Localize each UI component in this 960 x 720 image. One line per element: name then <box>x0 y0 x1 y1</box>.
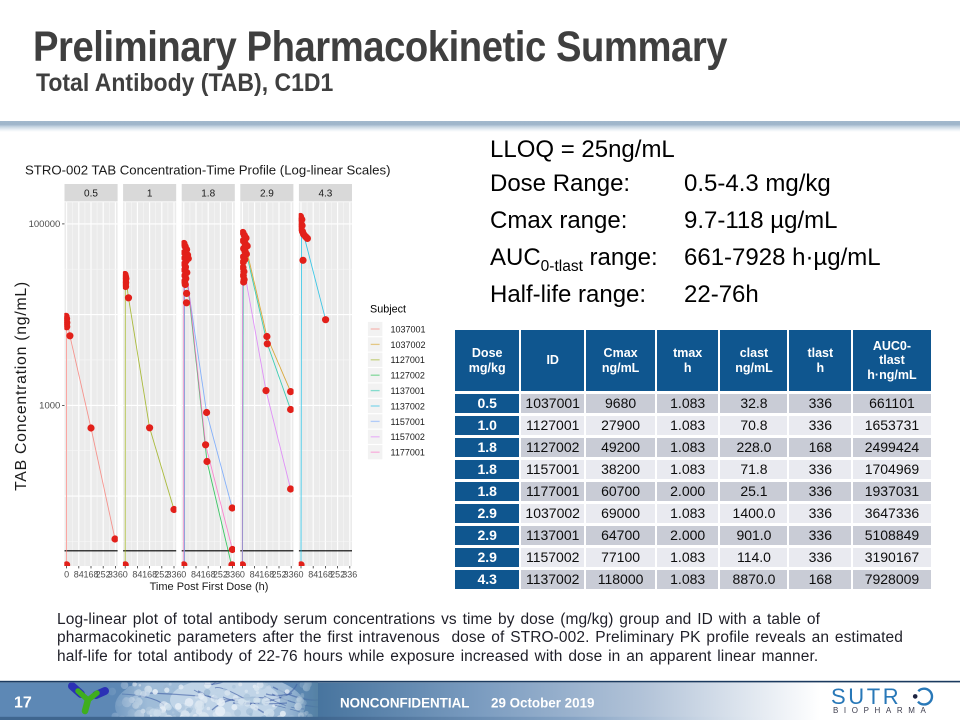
svg-text:252: 252 <box>330 569 345 579</box>
svg-text:17: 17 <box>14 695 32 712</box>
svg-text:252: 252 <box>213 569 228 579</box>
svg-text:100000: 100000 <box>29 219 61 230</box>
svg-text:NONCONFIDENTIAL: NONCONFIDENTIAL <box>340 696 469 711</box>
svg-text:252: 252 <box>154 569 169 579</box>
svg-text:84: 84 <box>74 569 84 579</box>
svg-text:168: 168 <box>318 569 333 579</box>
svg-text:0: 0 <box>240 569 245 579</box>
svg-text:336: 336 <box>108 569 123 579</box>
svg-text:1.8: 1.8 <box>201 189 215 200</box>
svg-text:TAB Concentration (ng/mL): TAB Concentration (ng/mL) <box>13 281 30 491</box>
svg-text:252: 252 <box>271 569 286 579</box>
svg-text:Time Post First Dose (h): Time Post First Dose (h) <box>150 581 269 593</box>
svg-text:1137002: 1137002 <box>391 401 425 411</box>
svg-text:0.5: 0.5 <box>84 189 98 200</box>
svg-text:84: 84 <box>308 569 318 579</box>
svg-text:4.3: 4.3 <box>318 189 332 200</box>
svg-text:336: 336 <box>166 569 181 579</box>
svg-text:168: 168 <box>201 569 216 579</box>
svg-text:84: 84 <box>191 569 201 579</box>
svg-text:SUTR: SUTR <box>831 684 901 709</box>
svg-text:1000: 1000 <box>39 401 60 412</box>
svg-text:1137001: 1137001 <box>391 386 425 396</box>
svg-text:0: 0 <box>298 569 303 579</box>
svg-text:1037001: 1037001 <box>391 324 426 334</box>
svg-text:168: 168 <box>83 569 98 579</box>
svg-text:84: 84 <box>250 569 260 579</box>
svg-text:1037002: 1037002 <box>391 340 426 350</box>
svg-text:168: 168 <box>259 569 274 579</box>
svg-text:1157002: 1157002 <box>391 432 425 442</box>
svg-text:1177001: 1177001 <box>391 448 425 458</box>
svg-text:168: 168 <box>142 569 157 579</box>
svg-text:84: 84 <box>132 569 142 579</box>
svg-text:0: 0 <box>123 569 128 579</box>
svg-text:1127002: 1127002 <box>391 371 425 381</box>
svg-text:1: 1 <box>147 189 153 200</box>
svg-text:1157001: 1157001 <box>391 417 425 427</box>
svg-text:336: 336 <box>225 569 240 579</box>
svg-text:BIOPHARMA: BIOPHARMA <box>833 706 931 715</box>
svg-text:336: 336 <box>342 569 357 579</box>
svg-text:2.9: 2.9 <box>260 189 274 200</box>
svg-text:0: 0 <box>181 569 186 579</box>
svg-text:1127001: 1127001 <box>391 355 425 365</box>
svg-text:0: 0 <box>64 569 69 579</box>
svg-text:STRO-002 TAB Concentration-Tim: STRO-002 TAB Concentration-Time Profile … <box>25 162 390 177</box>
svg-text:29 October 2019: 29 October 2019 <box>491 696 594 711</box>
svg-text:252: 252 <box>96 569 111 579</box>
svg-text:336: 336 <box>284 569 299 579</box>
svg-text:Subject: Subject <box>370 304 406 316</box>
